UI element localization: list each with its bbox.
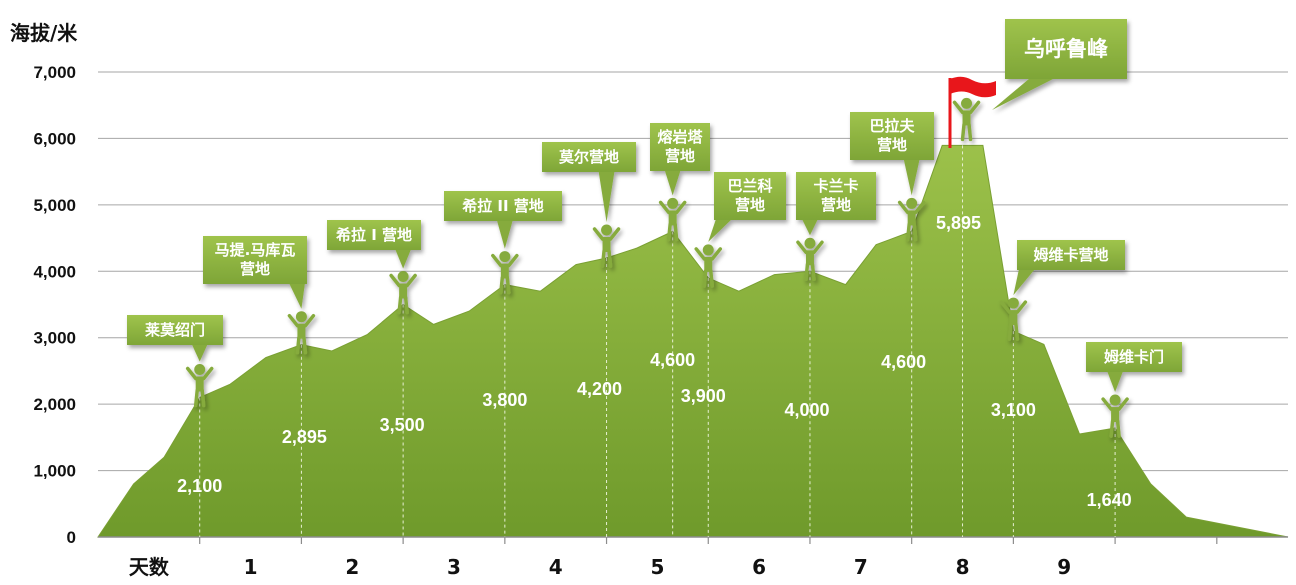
camp-callout-box [1086,342,1182,372]
climber-icon [592,224,621,268]
summit-callout: 乌呼鲁峰 [992,19,1127,110]
climber-icon [185,364,214,408]
camp-name-label: 莱莫绍门 [145,321,205,339]
camp-callout-box [542,142,636,172]
summit-callout-box [1005,19,1127,79]
altitude-value-label: 4,000 [784,400,829,420]
camp-name-label: 卡兰卡 [813,177,858,195]
y-tick-label: 7,000 [33,63,76,82]
camp-name-label: 莫尔营地 [559,148,619,166]
camp-callout: 希拉 I 营地 [327,220,421,269]
climber-icon [1101,394,1129,438]
climber-icon [952,97,981,142]
y-tick-label: 5,000 [33,196,76,215]
altitude-value-label: 3,500 [380,415,425,435]
camp-name-label: 营地 [877,136,907,154]
camp-name-label: 营地 [240,260,270,278]
camp-name-label: 巴拉夫 [869,117,915,135]
altitude-value-label: 2,895 [282,427,327,447]
climber-figures [185,76,1129,438]
summit-name-label: 乌呼鲁峰 [1024,37,1108,61]
camp-name-label: 熔岩塔 [657,128,703,146]
x-tick-label: 5 [650,555,664,579]
camp-name-label: 营地 [821,196,851,214]
altitude-value-label: 1,640 [1087,490,1132,510]
altitude-value-label: 3,800 [482,390,527,410]
camp-callout: 姆维卡营地 [1013,240,1125,296]
camp-name-label: 希拉 I 营地 [336,226,412,244]
climber-icon [897,197,926,242]
x-tick-label: 3 [447,555,461,579]
y-tick-label: 2,000 [33,395,76,414]
y-tick-label: 6,000 [33,129,76,148]
x-tick-label: 1 [244,555,258,579]
climber-icon [999,297,1028,341]
camp-name-label: 营地 [735,196,765,214]
altitude-value-label: 2,100 [177,476,222,496]
x-tick-label: 9 [1057,555,1071,579]
camp-callout-box [850,112,934,160]
camp-drop-lines [199,145,1116,537]
altitude-value-label: 5,895 [936,213,981,233]
camp-callout-box [127,315,223,345]
camp-name-label: 希拉 II 营地 [462,197,544,215]
y-tick-label: 3,000 [33,329,76,348]
x-tick-label: 2 [345,555,359,579]
altitude-value-label: 3,100 [991,400,1036,420]
climber-icon [658,197,687,242]
altitude-value-label: 3,900 [681,386,726,406]
camp-callout-box [650,123,710,171]
axes: 0 1,000 2,000 3,000 4,000 5,000 6,000 7,000 天数 1 2… [33,63,1288,579]
camp-callout-box [203,236,307,284]
terrain-area [97,144,1289,538]
altitude-value-label: 4,600 [881,352,926,372]
y-tick-label: 4,000 [33,262,76,281]
camp-callout-box [796,172,876,220]
altitude-value-label: 4,600 [650,350,695,370]
camp-callout: 莱莫绍门 [127,315,223,362]
terrain-area-path [97,144,1289,538]
climber-icon [287,311,316,355]
climber-icon [694,244,723,288]
y-axis-title: 海拔/米 [10,21,78,45]
x-tick-label: 7 [854,555,868,579]
climber-icon [796,237,824,282]
altitude-value-label: 4,200 [577,379,622,399]
y-tick-label: 0 [67,528,76,547]
camp-name-label: 马提.马库瓦 [215,241,296,259]
camp-name-label: 营地 [665,147,695,165]
camp-callout: 希拉 II 营地 [444,191,562,249]
y-tick-label: 1,000 [33,462,76,481]
camp-callout: 莫尔营地 [542,142,636,222]
climber-icon [389,271,417,315]
camp-name-label: 姆维卡门 [1104,348,1164,366]
camp-callout-box [444,191,562,221]
camp-callout-box [714,172,786,220]
camp-name-label: 巴兰科 [727,177,772,195]
camp-callout-box [1017,240,1125,270]
x-tick-label: 4 [549,555,563,579]
x-tick-label: 天数 [129,555,170,579]
x-tick-label: 8 [956,555,970,579]
summit-flag-icon [948,76,996,148]
climber-icon [491,251,519,295]
camp-callout: 姆维卡门 [1086,342,1182,393]
x-tick-label: 6 [752,555,766,579]
altitude-labels: 2,100 2,895 3,500 3,800 4,200 4,600 3,900 4,000… [177,213,1131,510]
camp-name-label: 姆维卡营地 [1033,246,1108,264]
camp-callout-box [327,220,421,250]
